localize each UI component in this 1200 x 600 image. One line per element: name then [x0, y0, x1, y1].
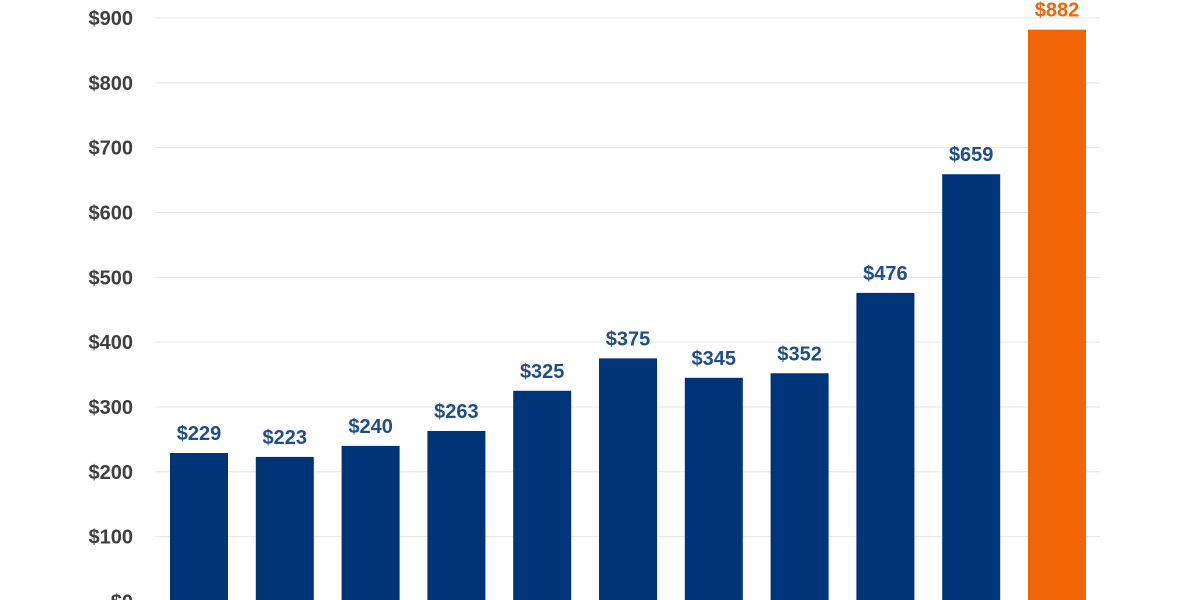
bar: [255, 456, 314, 600]
y-tick-label: $700: [89, 138, 134, 160]
bar-value-label: $240: [348, 416, 393, 438]
y-tick-label: $800: [89, 73, 134, 95]
bar-value-label: $263: [434, 401, 479, 423]
y-tick-label: $0: [111, 591, 133, 600]
bar: [599, 358, 657, 600]
bar-value-label: $659: [949, 144, 994, 166]
data-labels: $229 $223 $240 $263 $325 $375 $345 $352 $476 $659…: [177, 0, 1080, 449]
y-tick-label: $600: [89, 202, 134, 224]
bar-highlight: [1028, 29, 1086, 600]
y-tick-label: $900: [89, 8, 134, 30]
bar-value-label: $345: [692, 348, 737, 370]
bar-value-label: $325: [520, 361, 565, 383]
y-tick-label: $300: [89, 397, 134, 419]
bar: [856, 292, 915, 600]
bar-value-label: $375: [606, 328, 651, 350]
bar: [341, 445, 400, 600]
bar: [770, 373, 829, 600]
bar-value-label: $229: [177, 423, 222, 445]
bar-value-label: $352: [777, 343, 822, 365]
bar-value-label: $882: [1035, 0, 1080, 22]
bar-value-label: $223: [263, 427, 308, 449]
bar: [513, 390, 572, 600]
bar: [427, 430, 486, 600]
y-tick-label: $400: [89, 332, 134, 354]
bar-value-label: $476: [863, 263, 908, 285]
bars: [170, 29, 1086, 600]
y-tick-label: $100: [89, 527, 134, 549]
y-tick-label: $200: [89, 462, 134, 484]
bar: [170, 453, 228, 600]
bar: [942, 174, 1001, 600]
y-tick-label: $500: [89, 267, 134, 289]
bar: [684, 377, 743, 600]
y-axis-tick-labels: $0 $100 $200 $300 $400 $500 $600 $700 $800 $900: [89, 8, 134, 600]
